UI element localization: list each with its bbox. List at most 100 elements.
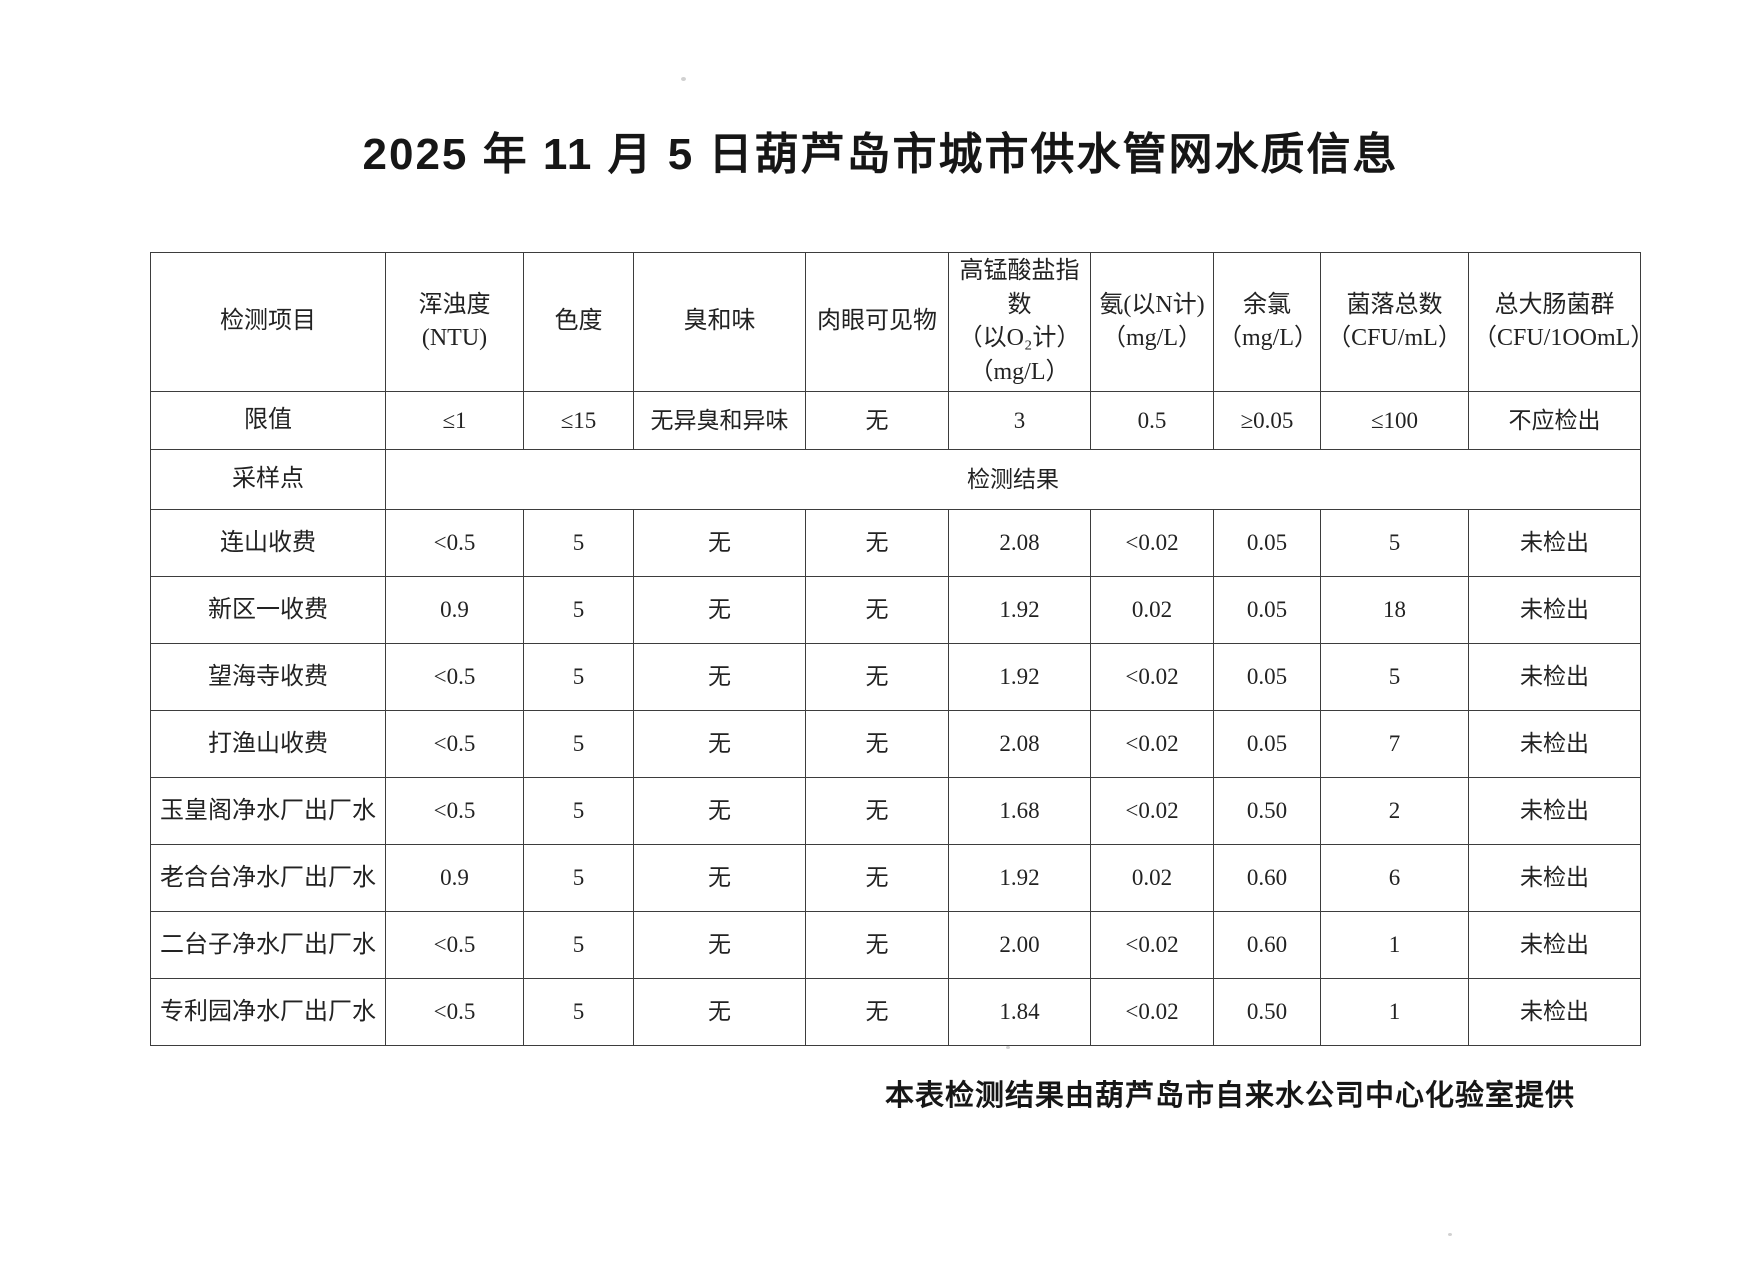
result-cell: 1.92: [948, 844, 1091, 913]
result-cell: 无: [633, 978, 806, 1047]
column-header-colony-count: 菌落总数 （CFU/mL）: [1320, 251, 1469, 393]
result-cell: 无: [633, 911, 806, 980]
sampling-site-label: 二台子净水厂出厂水: [150, 911, 386, 980]
sampling-site-label: 新区一收费: [150, 576, 386, 645]
result-cell: <0.02: [1090, 978, 1214, 1047]
column-header-turbidity: 浑浊度(NTU): [385, 251, 524, 393]
result-cell: 5: [523, 844, 634, 913]
result-cell: 无: [805, 844, 949, 913]
result-cell: 6: [1320, 844, 1469, 913]
result-cell: 5: [1320, 643, 1469, 712]
result-cell: 1: [1320, 911, 1469, 980]
results-body: 限值 ≤1 ≤15 无异臭和异味 无 3 0.5 ≥0.05 ≤100 不应检出…: [150, 391, 1641, 1047]
result-cell: <0.5: [385, 509, 524, 578]
result-cell: 1.68: [948, 777, 1091, 846]
limit-visible-matter: 无: [805, 391, 949, 451]
result-cell: <0.5: [385, 777, 524, 846]
result-cell: 2.00: [948, 911, 1091, 980]
result-cell: 0.50: [1213, 777, 1321, 846]
result-cell: 无: [633, 777, 806, 846]
water-quality-table: 检测项目 浑浊度(NTU) 色度 臭和味 肉眼可见物 高锰酸盐指数 （以O₂计）…: [150, 251, 1641, 1047]
result-cell: 未检出: [1468, 911, 1641, 980]
result-cell: 0.50: [1213, 978, 1321, 1047]
table-row: 打渔山收费 <0.5 5 无无 2.08 <0.02 0.05 7 未检出: [150, 710, 1641, 779]
limit-values-row: 限值 ≤1 ≤15 无异臭和异味 无 3 0.5 ≥0.05 ≤100 不应检出: [150, 391, 1641, 451]
scan-speck: [681, 77, 686, 81]
result-cell: 7: [1320, 710, 1469, 779]
result-cell: 5: [523, 509, 634, 578]
limit-odor-taste: 无异臭和异味: [633, 391, 806, 451]
result-cell: <0.02: [1090, 777, 1214, 846]
result-cell: 未检出: [1468, 643, 1641, 712]
result-cell: 2.08: [948, 509, 1091, 578]
result-cell: 5: [523, 710, 634, 779]
limit-permanganate-index: 3: [948, 391, 1091, 451]
limit-chroma: ≤15: [523, 391, 634, 451]
result-cell: <0.5: [385, 978, 524, 1047]
table-row: 新区一收费 0.9 5 无无 1.92 0.02 0.05 18 未检出: [150, 576, 1641, 645]
result-cell: 未检出: [1468, 576, 1641, 645]
result-cell: 5: [1320, 509, 1469, 578]
table-row: 望海寺收费 <0.5 5 无无 1.92 <0.02 0.05 5 未检出: [150, 643, 1641, 712]
column-header-residual-chlorine: 余氯 （mg/L）: [1213, 251, 1321, 393]
result-cell: 2: [1320, 777, 1469, 846]
result-cell: 无: [633, 844, 806, 913]
result-cell: 未检出: [1468, 710, 1641, 779]
result-cell: <0.5: [385, 911, 524, 980]
limit-row-label: 限值: [150, 391, 386, 451]
result-cell: 5: [523, 643, 634, 712]
sampling-point-row: 采样点 检测结果: [150, 449, 1641, 511]
sampling-site-label: 专利园净水厂出厂水: [150, 978, 386, 1047]
sampling-site-label: 老合台净水厂出厂水: [150, 844, 386, 913]
result-cell: 无: [805, 777, 949, 846]
result-cell: 无: [805, 509, 949, 578]
result-cell: 1: [1320, 978, 1469, 1047]
result-cell: 0.9: [385, 844, 524, 913]
table-row: 连山收费 <0.5 5 无无 2.08 <0.02 0.05 5 未检出: [150, 509, 1641, 578]
result-cell: 5: [523, 777, 634, 846]
result-cell: 0.02: [1090, 844, 1214, 913]
result-cell: <0.02: [1090, 911, 1214, 980]
result-cell: 0.02: [1090, 576, 1214, 645]
table-row: 专利园净水厂出厂水 <0.5 5 无无 1.84 <0.02 0.50 1 未检出: [150, 978, 1641, 1047]
result-cell: 0.60: [1213, 844, 1321, 913]
result-cell: 无: [805, 978, 949, 1047]
limit-turbidity: ≤1: [385, 391, 524, 451]
result-cell: 无: [633, 710, 806, 779]
sampling-site-label: 连山收费: [150, 509, 386, 578]
result-cell: 未检出: [1468, 509, 1641, 578]
result-cell: 0.9: [385, 576, 524, 645]
limit-total-coliform: 不应检出: [1468, 391, 1641, 451]
result-cell: 1.92: [948, 576, 1091, 645]
results-source-note: 本表检测结果由葫芦岛市自来水公司中心化验室提供: [884, 1080, 1575, 1112]
result-cell: 0.05: [1213, 710, 1321, 779]
result-cell: 无: [805, 643, 949, 712]
result-cell: 0.05: [1213, 643, 1321, 712]
result-cell: 未检出: [1468, 978, 1641, 1047]
result-cell: 无: [805, 576, 949, 645]
result-cell: 无: [633, 643, 806, 712]
column-header-visible-matter: 肉眼可见物: [805, 251, 949, 393]
column-header-permanganate-index: 高锰酸盐指数 （以O₂计） （mg/L）: [948, 251, 1091, 393]
table-header-row: 检测项目 浑浊度(NTU) 色度 臭和味 肉眼可见物 高锰酸盐指数 （以O₂计）…: [150, 251, 1641, 393]
result-cell: 无: [633, 576, 806, 645]
result-cell: <0.02: [1090, 710, 1214, 779]
sampling-site-label: 望海寺收费: [150, 643, 386, 712]
page-title: 2025 年 11 月 5 日葫芦岛市城市供水管网水质信息: [362, 130, 1399, 179]
scan-speck: [1448, 1233, 1452, 1236]
result-cell: 5: [523, 911, 634, 980]
table-row: 玉皇阁净水厂出厂水 <0.5 5 无无 1.68 <0.02 0.50 2 未检出: [150, 777, 1641, 846]
result-cell: 2.08: [948, 710, 1091, 779]
column-header-ammonia: 氨(以N计) （mg/L）: [1090, 251, 1214, 393]
limit-ammonia: 0.5: [1090, 391, 1214, 451]
result-cell: 0.60: [1213, 911, 1321, 980]
column-header-odor-taste: 臭和味: [633, 251, 806, 393]
column-header-total-coliform: 总大肠菌群 （CFU/1OOmL）: [1468, 251, 1641, 393]
sampling-point-label: 采样点: [150, 449, 386, 511]
limit-colony-count: ≤100: [1320, 391, 1469, 451]
result-cell: 1.92: [948, 643, 1091, 712]
sampling-site-label: 玉皇阁净水厂出厂水: [150, 777, 386, 846]
result-cell: 1.84: [948, 978, 1091, 1047]
column-header-chroma: 色度: [523, 251, 634, 393]
